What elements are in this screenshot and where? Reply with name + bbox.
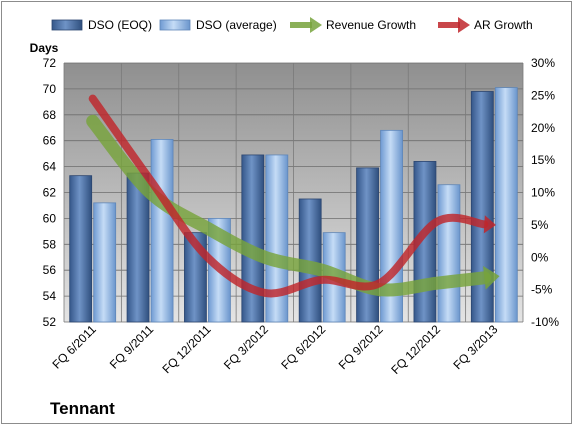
bar-dso-average — [437, 184, 461, 323]
tick-label-right: 10% — [531, 186, 555, 200]
bar-dso-eoq — [470, 91, 494, 323]
tick-label-left: 58 — [43, 237, 57, 251]
category-label: FQ 12/2011 — [159, 322, 213, 376]
category-label: FQ 9/2011 — [107, 322, 157, 372]
bar-dso-average — [265, 154, 289, 323]
arrowhead-revenue-growth — [483, 265, 500, 290]
tick-label-left: 72 — [43, 56, 57, 70]
bar-dso-eoq — [356, 167, 379, 323]
tick-label-right: 0% — [531, 250, 549, 264]
line-revenue-growth — [86, 114, 491, 297]
tick-label-left: 60 — [43, 211, 57, 225]
tick-label-right: -5% — [531, 283, 553, 297]
bar-dso-average — [150, 139, 174, 323]
legend-label-dso-average-: DSO (average) — [196, 18, 277, 32]
bar-dso-average — [93, 202, 117, 323]
tick-label-left: 54 — [43, 289, 57, 303]
legend-arrow-ar-growth — [458, 17, 470, 33]
tick-label-right: -10% — [531, 315, 559, 329]
legend-arrow-revenue-growth — [310, 17, 322, 33]
tick-label-left: 70 — [43, 82, 57, 96]
company-name: Tennant — [50, 399, 115, 418]
category-label: FQ 6/2011 — [49, 322, 99, 372]
bar-dso-eoq — [241, 154, 265, 323]
tick-label-left: 62 — [43, 186, 57, 200]
category-label: FQ 6/2012 — [278, 322, 328, 372]
tick-label-right: 5% — [531, 218, 549, 232]
tick-label-left: 66 — [43, 134, 57, 148]
tick-label-left: 68 — [43, 108, 57, 122]
bar-dso-eoq — [69, 175, 93, 323]
tick-label-right: 15% — [531, 153, 555, 167]
bar-dso-average — [494, 87, 518, 323]
legend-label-revenue-growth: Revenue Growth — [326, 18, 416, 32]
legend-swatch-dso-eoq- — [51, 19, 83, 31]
tick-label-right: 20% — [531, 121, 555, 135]
legend-label-dso-eoq-: DSO (EOQ) — [88, 18, 152, 32]
category-label: FQ 12/2012 — [388, 322, 443, 377]
tick-label-left: 64 — [43, 160, 57, 174]
tick-label-left: 52 — [43, 315, 57, 329]
arrowhead-ar-growth — [483, 215, 497, 234]
tick-label-right: 25% — [531, 88, 555, 102]
category-label: FQ 3/2012 — [221, 322, 271, 372]
category-label: FQ 9/2012 — [336, 322, 386, 372]
category-label: FQ 3/2013 — [450, 322, 500, 372]
tick-label-right: 30% — [531, 56, 555, 70]
line-ar-growth — [88, 94, 489, 298]
tick-label-left: 56 — [43, 263, 57, 277]
y-axis-label: Days — [30, 41, 59, 55]
legend-label-ar-growth: AR Growth — [474, 18, 533, 32]
legend-swatch-dso-average- — [159, 19, 191, 31]
